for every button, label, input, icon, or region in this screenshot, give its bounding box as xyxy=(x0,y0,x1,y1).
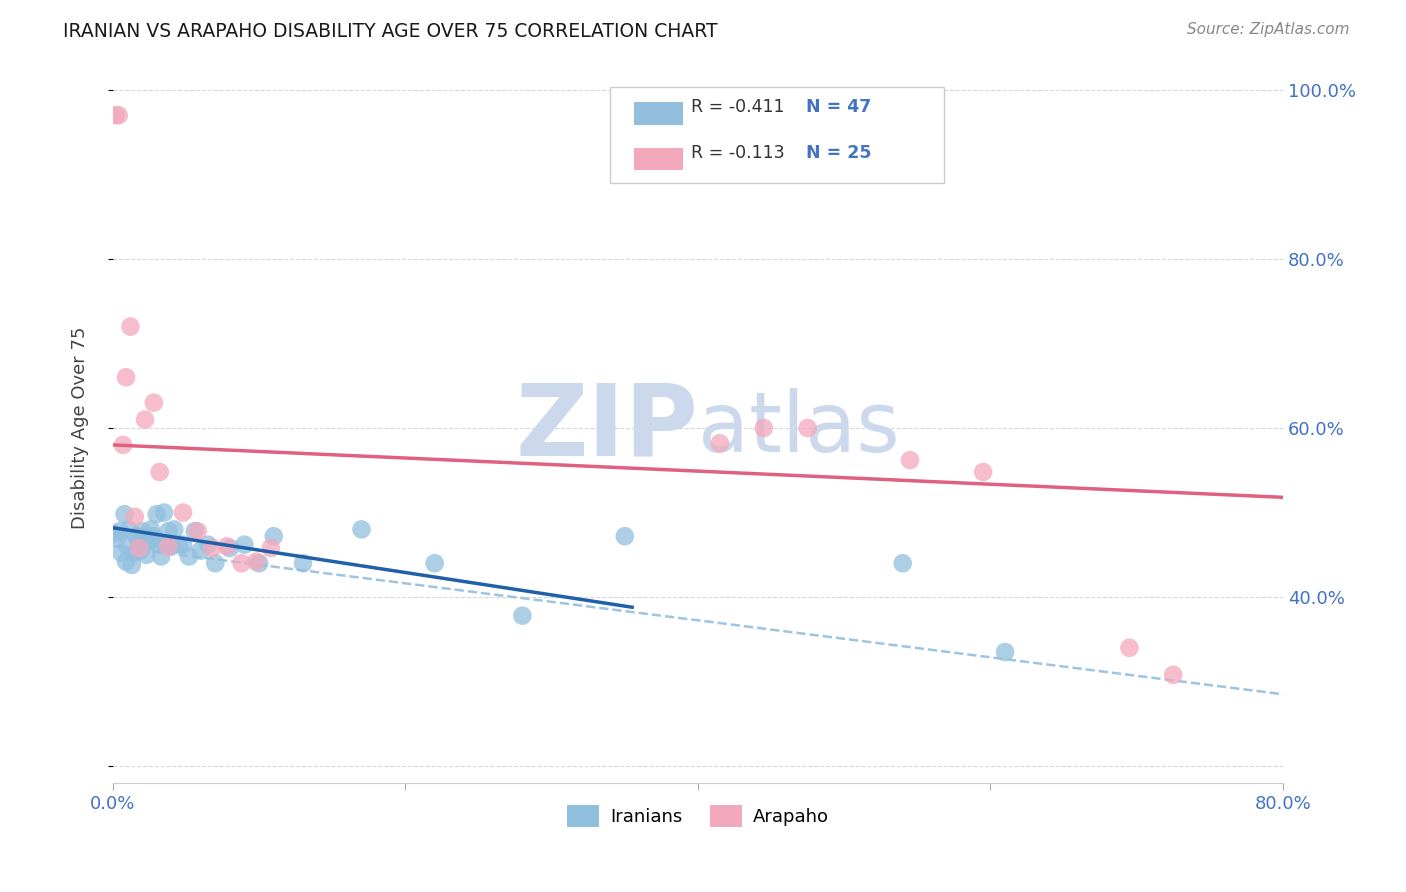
Point xyxy=(153,506,176,520)
Point xyxy=(177,549,200,564)
Point xyxy=(167,538,190,552)
Point xyxy=(190,543,212,558)
Text: Source: ZipAtlas.com: Source: ZipAtlas.com xyxy=(1187,22,1350,37)
Point xyxy=(157,524,180,538)
Point xyxy=(184,524,207,538)
Text: R = -0.411: R = -0.411 xyxy=(690,98,785,116)
Point xyxy=(796,421,818,435)
Point xyxy=(120,319,142,334)
Point xyxy=(149,538,172,552)
Point xyxy=(204,556,226,570)
Point xyxy=(131,524,153,538)
Point xyxy=(141,533,163,547)
Point xyxy=(135,548,157,562)
Point xyxy=(752,421,775,435)
Point xyxy=(136,535,159,549)
Point xyxy=(103,526,125,541)
Point xyxy=(613,529,636,543)
Point xyxy=(142,395,165,409)
Y-axis label: Disability Age Over 75: Disability Age Over 75 xyxy=(72,326,89,529)
Point xyxy=(187,524,209,538)
Point xyxy=(233,538,256,552)
Point xyxy=(128,541,150,555)
Point xyxy=(891,556,914,570)
Point xyxy=(129,543,152,558)
Point xyxy=(139,523,162,537)
Point xyxy=(121,558,143,572)
Point xyxy=(292,556,315,570)
Point xyxy=(157,540,180,554)
Point xyxy=(128,538,150,552)
Point xyxy=(201,541,224,555)
Point xyxy=(149,465,172,479)
Point xyxy=(263,529,285,543)
Point xyxy=(134,412,156,426)
Point xyxy=(215,540,238,554)
Point xyxy=(114,507,136,521)
Text: R = -0.113: R = -0.113 xyxy=(690,144,785,161)
Point xyxy=(163,523,186,537)
Point xyxy=(350,523,373,537)
Point xyxy=(972,465,994,479)
Text: atlas: atlas xyxy=(697,387,900,468)
Point xyxy=(115,555,138,569)
Point xyxy=(512,608,534,623)
Text: N = 47: N = 47 xyxy=(806,98,870,116)
Point xyxy=(125,529,148,543)
Point xyxy=(231,556,253,570)
FancyBboxPatch shape xyxy=(610,87,943,183)
Point xyxy=(160,540,183,554)
Point xyxy=(247,556,270,570)
Point xyxy=(104,108,127,122)
Point xyxy=(108,524,131,538)
Point xyxy=(709,436,731,450)
Point xyxy=(1161,668,1184,682)
FancyBboxPatch shape xyxy=(634,102,683,125)
Text: ZIP: ZIP xyxy=(515,379,697,476)
Point xyxy=(118,523,141,537)
Point xyxy=(245,555,267,569)
Point xyxy=(423,556,446,570)
Point xyxy=(172,538,194,552)
Point xyxy=(150,549,173,564)
Point xyxy=(112,438,135,452)
Text: IRANIAN VS ARAPAHO DISABILITY AGE OVER 75 CORRELATION CHART: IRANIAN VS ARAPAHO DISABILITY AGE OVER 7… xyxy=(63,22,718,41)
Point xyxy=(155,538,177,552)
Point xyxy=(197,538,219,552)
Point xyxy=(105,531,128,545)
Point xyxy=(218,541,240,555)
Point xyxy=(994,645,1017,659)
FancyBboxPatch shape xyxy=(634,147,683,170)
Point xyxy=(898,453,921,467)
Point xyxy=(115,370,138,384)
Legend: Iranians, Arapaho: Iranians, Arapaho xyxy=(560,798,837,834)
Point xyxy=(138,531,160,545)
Point xyxy=(117,540,139,554)
Point xyxy=(145,507,167,521)
Point xyxy=(111,546,134,560)
Point xyxy=(1118,640,1140,655)
Point xyxy=(260,541,283,555)
Point xyxy=(172,506,194,520)
Point xyxy=(107,108,129,122)
Point xyxy=(124,509,146,524)
Point xyxy=(142,529,165,543)
Text: N = 25: N = 25 xyxy=(806,144,872,161)
Point xyxy=(132,529,155,543)
Point xyxy=(124,546,146,560)
